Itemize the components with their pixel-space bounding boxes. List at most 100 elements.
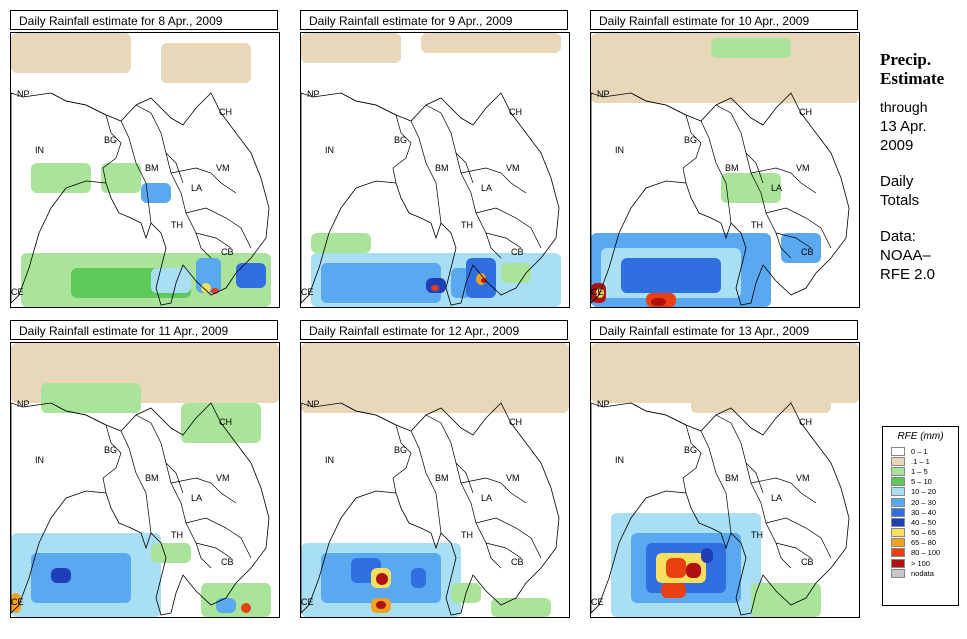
map-panel-8-apr: Daily Rainfall estimate for 8 Apr., 2009… (10, 10, 280, 308)
rainfall-map: NP CH IN BG BM VM LA TH CB CE (590, 32, 860, 308)
legend-swatch (891, 568, 905, 578)
country-border (630, 92, 687, 116)
side-date-line1: 13 Apr. (880, 118, 927, 135)
rainfall-area (101, 163, 141, 193)
legend-swatch (891, 548, 905, 558)
rainfall-field (11, 33, 271, 307)
country-label-bm: BM (145, 163, 159, 173)
rainfall-area (41, 383, 141, 413)
country-label-np: NP (307, 399, 320, 409)
rainfall-area (721, 173, 781, 203)
country-border (50, 402, 107, 426)
legend-label: 1 – 5 (911, 466, 928, 476)
panel-title: Daily Rainfall estimate for 8 Apr., 2009 (10, 10, 278, 30)
country-label-np: NP (17, 399, 30, 409)
country-label-ch: CH (509, 107, 522, 117)
country-label-ce: CE (301, 287, 314, 297)
country-label-ce: CE (591, 287, 604, 297)
country-border (775, 232, 812, 249)
legend-item: 10 – 20 (891, 487, 958, 497)
rainfall-area (686, 563, 701, 578)
rainfall-area (661, 583, 686, 598)
side-daily-line1: Daily (880, 173, 914, 190)
country-label-vm: VM (796, 473, 810, 483)
country-border (102, 424, 122, 494)
panel-title: Daily Rainfall estimate for 13 Apr., 200… (590, 320, 858, 340)
rainfall-map: NP CH IN BG BM VM LA TH CB CE (300, 342, 570, 618)
rainfall-field (591, 343, 859, 617)
country-border (460, 477, 527, 504)
country-label-bg: BG (394, 135, 407, 145)
country-label-ce: CE (301, 597, 314, 607)
rainfall-area (11, 33, 131, 73)
country-label-bm: BM (435, 163, 449, 173)
country-label-in: IN (615, 145, 624, 155)
legend-item: 50 – 65 (891, 528, 958, 538)
rainfall-area (431, 285, 439, 291)
country-border (410, 120, 442, 224)
rainfall-area (201, 283, 211, 293)
country-border (455, 462, 474, 494)
country-border (135, 414, 212, 569)
country-border (102, 114, 122, 184)
country-label-ch: CH (509, 417, 522, 427)
country-border (170, 167, 237, 194)
country-border (775, 542, 812, 559)
legend-swatch (891, 558, 905, 568)
country-border (50, 92, 107, 116)
country-border (700, 120, 732, 224)
country-label-ce: CE (591, 597, 604, 607)
rainfall-area (241, 603, 251, 613)
country-label-th: TH (751, 220, 763, 230)
legend-swatch (891, 497, 905, 507)
country-border (460, 167, 527, 194)
legend-item: 5 – 10 (891, 477, 958, 487)
side-date-line2: 2009 (880, 137, 914, 154)
country-label-th: TH (461, 530, 473, 540)
rainfall-field (301, 33, 561, 307)
country-border (410, 430, 442, 534)
country-border (750, 167, 817, 194)
legend-swatch (891, 477, 905, 487)
country-border (745, 462, 764, 494)
rainfall-area (51, 568, 71, 583)
rainfall-area (31, 163, 91, 193)
rainfall-area (151, 543, 191, 563)
country-label-la: LA (481, 183, 492, 193)
rainfall-area (196, 258, 221, 293)
country-border (715, 414, 792, 569)
country-border (170, 477, 237, 504)
legend-title: RFE (mm) (897, 431, 944, 442)
legend-swatch (891, 456, 905, 466)
legend-swatch (891, 487, 905, 497)
country-label-ch: CH (219, 417, 232, 427)
country-border (165, 462, 184, 494)
country-label-bm: BM (145, 473, 159, 483)
coastline (591, 92, 850, 306)
rainfall-area (591, 33, 859, 103)
legend-swatch (891, 517, 905, 527)
country-label-in: IN (615, 455, 624, 465)
country-label-in: IN (35, 455, 44, 465)
coastline (301, 402, 560, 616)
legend-swatch (891, 446, 905, 456)
country-label-th: TH (171, 220, 183, 230)
country-label-cb: CB (801, 557, 814, 567)
country-border (682, 114, 702, 184)
country-label-in: IN (35, 145, 44, 155)
legend-label: 0 – 1 (911, 446, 928, 456)
side-info: Precip. Estimate through 13 Apr. 2009 Da… (880, 50, 966, 284)
coastline (11, 92, 270, 306)
country-label-la: LA (481, 493, 492, 503)
legend-label: 40 – 50 (911, 517, 937, 527)
country-label-ch: CH (799, 107, 812, 117)
rainfall-field (11, 343, 279, 617)
country-label-la: LA (191, 183, 202, 193)
country-border (765, 517, 832, 559)
country-label-ce: CE (11, 287, 24, 297)
country-label-th: TH (461, 220, 473, 230)
country-label-la: LA (191, 493, 202, 503)
rainfall-field (591, 33, 859, 307)
country-border (195, 232, 232, 249)
legend-label: 30 – 40 (911, 507, 937, 517)
